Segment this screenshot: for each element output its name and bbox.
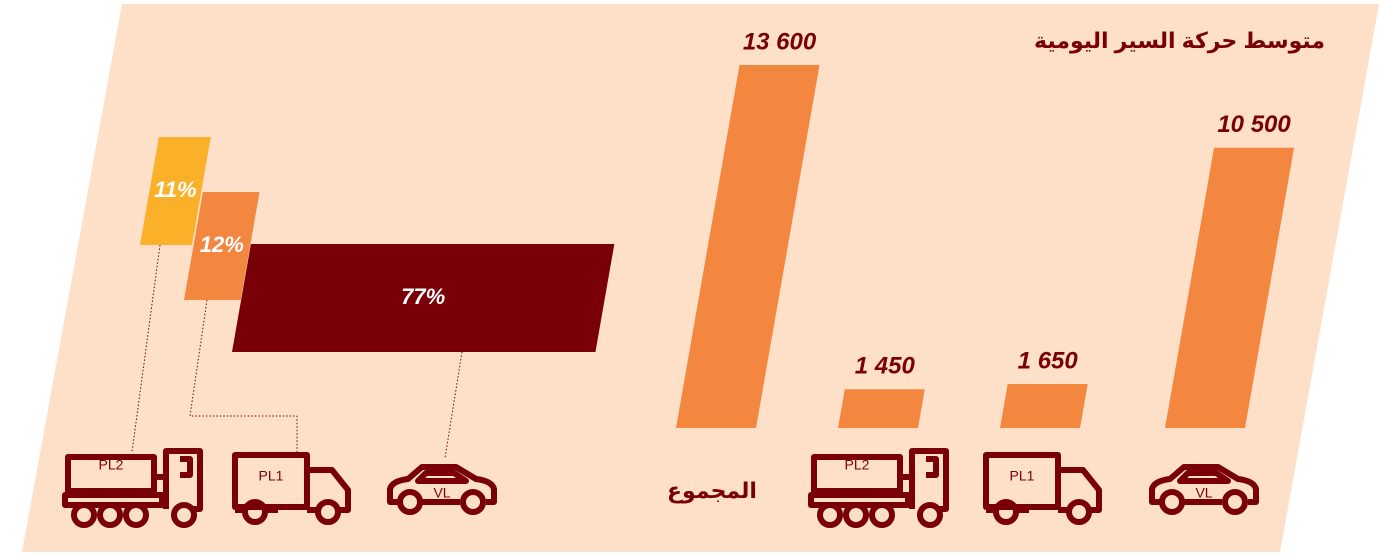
wheel <box>242 499 268 525</box>
car-body <box>1149 464 1259 505</box>
share-bar <box>140 137 211 245</box>
truck-chassis <box>808 492 911 508</box>
share-bar <box>184 192 260 300</box>
value-label: 10 500 <box>1217 111 1291 138</box>
bar <box>1000 383 1088 428</box>
share-label: 11% <box>154 177 196 202</box>
leader-line <box>444 351 463 459</box>
category-label: المجموع <box>667 478 757 504</box>
truck-icon: PL1 <box>983 452 1102 525</box>
wheel <box>1159 489 1185 515</box>
bar <box>676 65 820 428</box>
car-icon: VL <box>387 464 497 515</box>
truck-icon: PL2 <box>62 448 203 528</box>
wheel <box>993 499 1019 525</box>
car-icon: VL <box>1149 464 1259 515</box>
wheel <box>97 502 123 528</box>
wheel <box>1066 499 1092 525</box>
icon-label: PL1 <box>1010 468 1035 484</box>
icon-label: VL <box>1195 485 1212 501</box>
wheel <box>71 502 97 528</box>
wheel <box>123 502 149 528</box>
value-label: 13 600 <box>743 28 817 55</box>
icon-label: VL <box>433 485 450 501</box>
car-body <box>387 464 497 505</box>
wheel <box>817 502 843 528</box>
truck-cab <box>163 448 203 512</box>
truck-icon: PL1 <box>232 452 351 525</box>
share-label: 77% <box>401 284 445 309</box>
wheel <box>315 499 341 525</box>
icon-label: PL1 <box>259 468 284 484</box>
car-window <box>415 470 469 484</box>
share-label: 12% <box>200 232 244 257</box>
icon-label: PL2 <box>99 457 124 473</box>
bar <box>838 389 925 428</box>
truck-chassis <box>62 492 165 508</box>
truck-cab <box>909 448 949 512</box>
wheel <box>460 489 486 515</box>
icon-label: PL2 <box>845 457 870 473</box>
wheel <box>869 502 895 528</box>
wheel <box>397 489 423 515</box>
bar <box>1165 147 1295 428</box>
value-label: 1 650 <box>1018 347 1079 374</box>
wheel <box>1222 489 1248 515</box>
wheel <box>171 502 197 528</box>
chart-title: متوسط حركة السير اليومية <box>1034 28 1325 54</box>
share-bar <box>232 244 615 352</box>
wheel <box>917 502 943 528</box>
value-label: 1 450 <box>855 353 916 380</box>
truck-icon: PL2 <box>808 448 949 528</box>
wheel <box>843 502 869 528</box>
car-window <box>1177 470 1231 484</box>
